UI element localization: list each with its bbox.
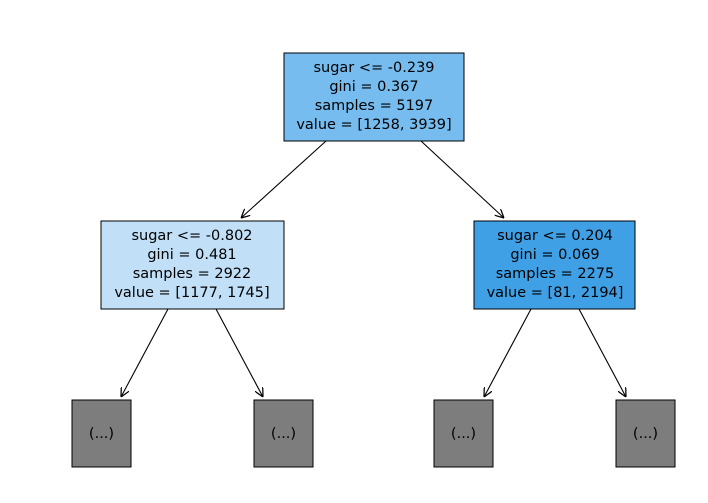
edge-left-right — [215, 308, 263, 397]
node-root-gini: gini = 0.367 — [329, 79, 418, 95]
edge-right-left — [484, 308, 532, 397]
node-root-samples: samples = 5197 — [315, 98, 434, 114]
edge-root-right — [420, 140, 504, 218]
node-right-value: value = [81, 2194] — [487, 285, 624, 301]
node-left-split: sugar <= -0.802 — [131, 228, 252, 244]
truncated-node-2: (...) — [253, 399, 314, 468]
tree-node-root: sugar <= -0.239 gini = 0.367 samples = 5… — [283, 52, 465, 142]
edge-left-left — [121, 308, 169, 397]
node-root-value: value = [1258, 3939] — [296, 117, 451, 133]
truncated-node-4: (...) — [615, 399, 676, 468]
truncated-label: (...) — [271, 426, 296, 442]
node-left-value: value = [1177, 1745] — [114, 285, 269, 301]
truncated-box — [433, 399, 494, 468]
node-left-gini: gini = 0.481 — [147, 247, 236, 263]
node-box-left — [100, 220, 285, 310]
truncated-label: (...) — [89, 426, 114, 442]
edge-right-right — [578, 308, 626, 397]
truncated-node-3: (...) — [433, 399, 494, 468]
node-right-samples: samples = 2275 — [496, 266, 615, 282]
node-right-split: sugar <= 0.204 — [497, 228, 613, 244]
node-left-samples: samples = 2922 — [133, 266, 252, 282]
truncated-box — [615, 399, 676, 468]
truncated-label: (...) — [451, 426, 476, 442]
tree-node-left: sugar <= -0.802 gini = 0.481 samples = 2… — [100, 220, 285, 310]
truncated-box — [71, 399, 132, 468]
node-box-root — [283, 52, 465, 142]
node-box-right — [473, 220, 636, 310]
tree-node-right: sugar <= 0.204 gini = 0.069 samples = 22… — [473, 220, 636, 310]
node-right-gini: gini = 0.069 — [510, 247, 599, 263]
truncated-node-1: (...) — [71, 399, 132, 468]
edge-root-left — [241, 140, 327, 218]
truncated-label: (...) — [633, 426, 658, 442]
truncated-box — [253, 399, 314, 468]
node-root-split: sugar <= -0.239 — [313, 60, 434, 76]
